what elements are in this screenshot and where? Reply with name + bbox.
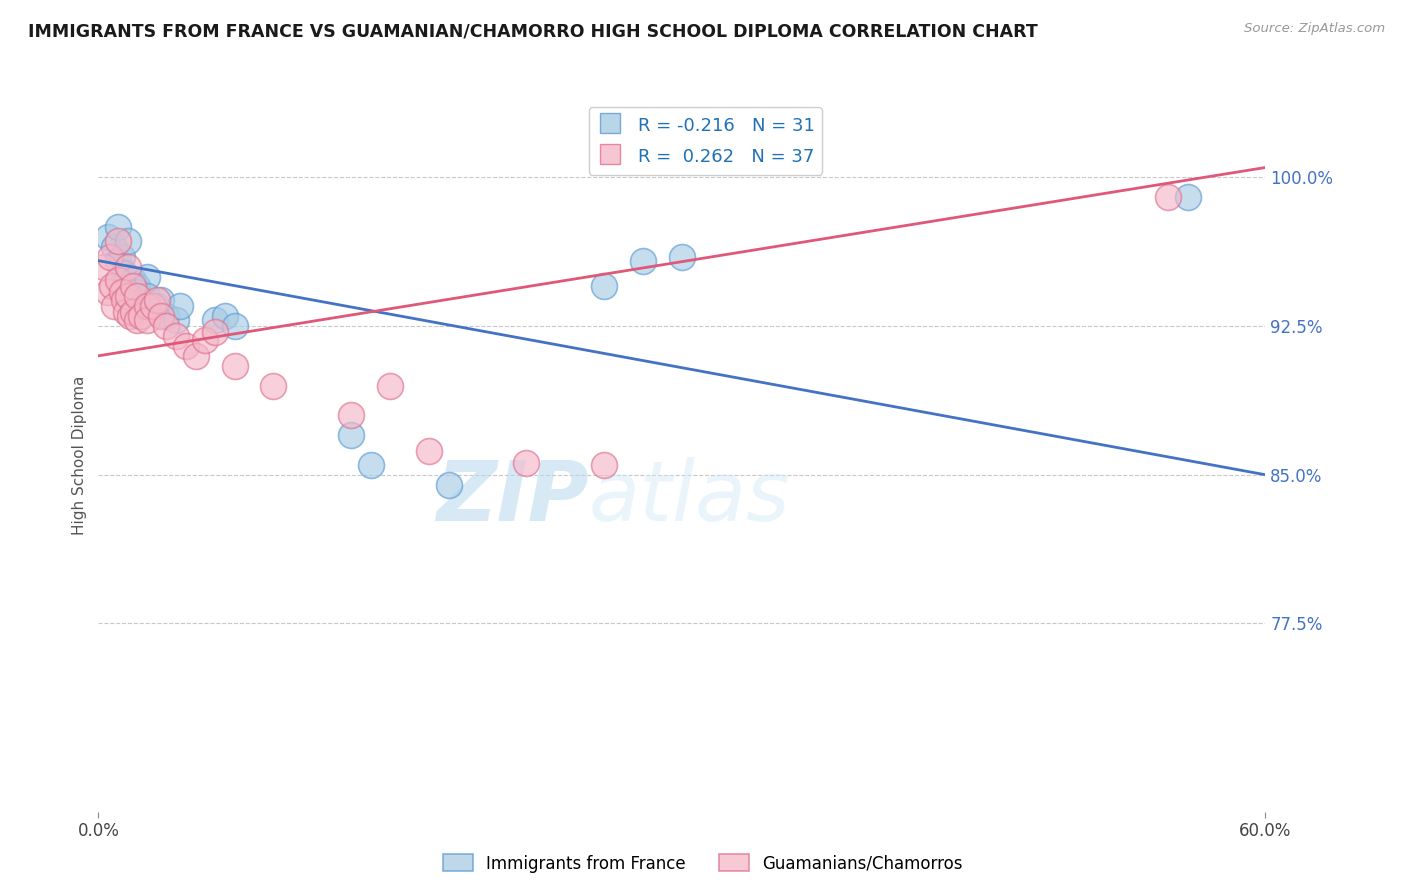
Point <box>418 444 440 458</box>
Point <box>122 305 145 319</box>
Point <box>593 458 616 472</box>
Point <box>111 250 134 264</box>
Point <box>671 250 693 264</box>
Point <box>149 293 172 308</box>
Point <box>437 477 460 491</box>
Point <box>142 299 165 313</box>
Point <box>122 289 145 303</box>
Point <box>118 309 141 323</box>
Point <box>165 313 187 327</box>
Point <box>122 279 145 293</box>
Point <box>214 309 236 323</box>
Point <box>149 309 172 323</box>
Point <box>129 299 152 313</box>
Point <box>169 299 191 313</box>
Point <box>136 269 159 284</box>
Point <box>593 279 616 293</box>
Point <box>204 313 226 327</box>
Point <box>146 299 169 313</box>
Point <box>127 285 149 300</box>
Point <box>97 230 120 244</box>
Point <box>112 266 135 280</box>
Point <box>224 319 246 334</box>
Point <box>107 219 129 234</box>
Point <box>631 253 654 268</box>
Point <box>129 309 152 323</box>
Point <box>165 329 187 343</box>
Y-axis label: High School Diploma: High School Diploma <box>72 376 87 534</box>
Text: atlas: atlas <box>589 458 790 538</box>
Point <box>340 409 363 423</box>
Point <box>515 456 537 470</box>
Point <box>97 285 120 300</box>
Point <box>262 378 284 392</box>
Text: IMMIGRANTS FROM FRANCE VS GUAMANIAN/CHAMORRO HIGH SCHOOL DIPLOMA CORRELATION CHA: IMMIGRANTS FROM FRANCE VS GUAMANIAN/CHAM… <box>28 22 1038 40</box>
Point <box>118 279 141 293</box>
Point <box>107 253 129 268</box>
Legend: Immigrants from France, Guamanians/Chamorros: Immigrants from France, Guamanians/Chamo… <box>436 847 970 880</box>
Point <box>117 269 139 284</box>
Point <box>103 299 125 313</box>
Legend: R = -0.216   N = 31, R =  0.262   N = 37: R = -0.216 N = 31, R = 0.262 N = 37 <box>589 107 821 175</box>
Point <box>111 285 134 300</box>
Point <box>103 240 125 254</box>
Point <box>136 289 159 303</box>
Point <box>127 289 149 303</box>
Point <box>117 234 139 248</box>
Point <box>184 349 207 363</box>
Point <box>340 428 363 442</box>
Point <box>155 319 177 334</box>
Point <box>98 250 121 264</box>
Point <box>136 313 159 327</box>
Point <box>1157 190 1180 204</box>
Text: Source: ZipAtlas.com: Source: ZipAtlas.com <box>1244 22 1385 36</box>
Point <box>117 260 139 274</box>
Point <box>360 458 382 472</box>
Point <box>127 279 149 293</box>
Point <box>107 273 129 287</box>
Point <box>380 378 402 392</box>
Point <box>117 289 139 303</box>
Point <box>155 309 177 323</box>
Point <box>93 260 115 274</box>
Point <box>174 339 197 353</box>
Text: ZIP: ZIP <box>436 458 589 538</box>
Point <box>112 293 135 308</box>
Point <box>122 273 145 287</box>
Point <box>136 299 159 313</box>
Point <box>204 325 226 339</box>
Point <box>1177 190 1199 204</box>
Point <box>224 359 246 373</box>
Point <box>107 234 129 248</box>
Point <box>114 305 136 319</box>
Point <box>194 333 217 347</box>
Point <box>101 279 124 293</box>
Point <box>127 313 149 327</box>
Point <box>146 293 169 308</box>
